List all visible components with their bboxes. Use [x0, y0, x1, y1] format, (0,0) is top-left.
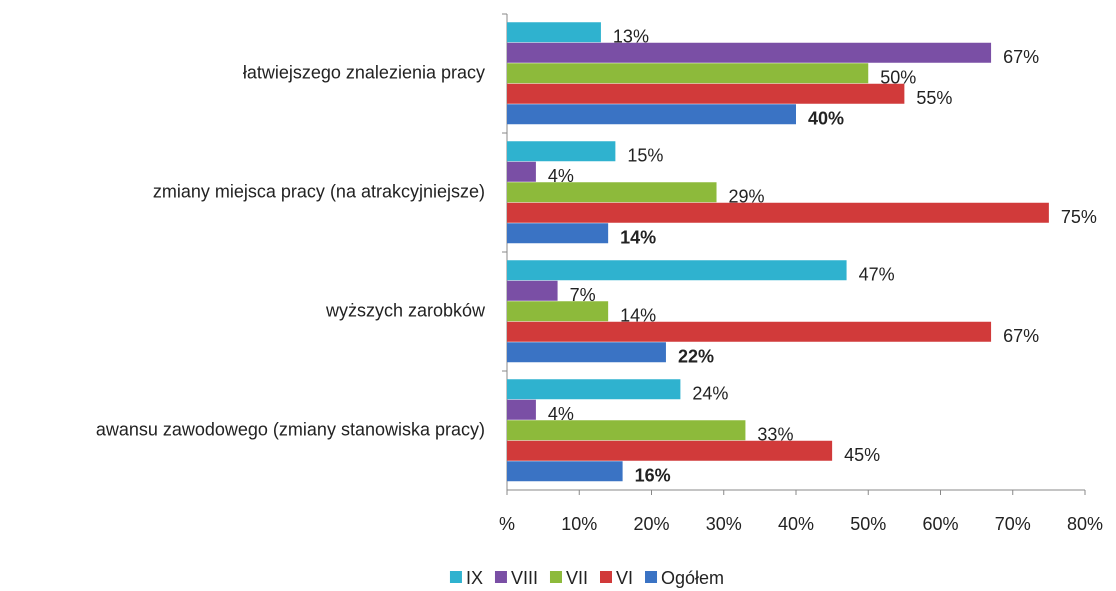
x-tick-label: 30% — [706, 514, 742, 534]
bar — [507, 223, 609, 244]
x-tick-label: 80% — [1067, 514, 1103, 534]
bar — [507, 182, 717, 203]
bar — [507, 63, 869, 84]
bar — [507, 141, 616, 162]
bar — [507, 461, 623, 482]
x-tick-label: 70% — [995, 514, 1031, 534]
value-label: 75% — [1061, 207, 1097, 227]
x-tick-label: % — [499, 514, 515, 534]
value-label: 14% — [620, 227, 656, 247]
x-tick-label: 50% — [850, 514, 886, 534]
bar — [507, 42, 992, 63]
value-label: 67% — [1003, 47, 1039, 67]
bar — [507, 161, 536, 182]
bar — [507, 379, 681, 400]
category-label: łatwiejszego znalezienia pracy — [243, 62, 485, 82]
category-label: awansu zawodowego (zmiany stanowiska pra… — [96, 419, 485, 439]
bar — [507, 202, 1049, 223]
legend-swatch — [494, 571, 507, 583]
value-label: 47% — [859, 264, 895, 284]
value-label: 4% — [548, 404, 574, 424]
bar — [507, 399, 536, 420]
bar — [507, 301, 609, 322]
legend-swatch — [449, 571, 462, 583]
bar — [507, 440, 833, 461]
legend-swatch — [645, 571, 658, 583]
bar — [507, 342, 666, 363]
bar — [507, 83, 905, 104]
x-tick-label: 10% — [561, 514, 597, 534]
legend-swatch — [549, 571, 562, 583]
value-label: 14% — [620, 305, 656, 325]
value-label: 29% — [729, 186, 765, 206]
legend-swatch — [600, 571, 612, 583]
value-label: 22% — [678, 346, 714, 366]
value-label: 45% — [844, 445, 880, 465]
x-tick-label: 60% — [922, 514, 958, 534]
value-label: 7% — [570, 285, 596, 305]
bar — [507, 321, 992, 342]
value-label: 13% — [613, 26, 649, 46]
bar — [507, 280, 558, 301]
legend-label: Ogółem — [661, 568, 724, 588]
value-label: 15% — [627, 145, 663, 165]
value-label: 50% — [880, 67, 916, 87]
category-label: zmiany miejsca pracy (na atrakcyjniejsze… — [153, 181, 485, 201]
value-label: 67% — [1003, 326, 1039, 346]
bar — [507, 260, 847, 281]
value-label: 40% — [808, 108, 844, 128]
value-label: 33% — [757, 424, 793, 444]
bar — [507, 22, 601, 43]
legend-label: VI — [616, 568, 633, 588]
bar — [507, 420, 746, 441]
bar — [507, 104, 796, 125]
x-tick-label: 20% — [633, 514, 669, 534]
value-label: 24% — [692, 383, 728, 403]
value-label: 55% — [916, 88, 952, 108]
x-tick-label: 40% — [778, 514, 814, 534]
legend-label: VII — [566, 568, 588, 588]
legend-label: VIII — [511, 568, 538, 588]
category-label: wyższych zarobków — [325, 300, 486, 320]
value-label: 16% — [635, 465, 671, 485]
value-label: 4% — [548, 166, 574, 186]
legend-label: IX — [466, 568, 483, 588]
